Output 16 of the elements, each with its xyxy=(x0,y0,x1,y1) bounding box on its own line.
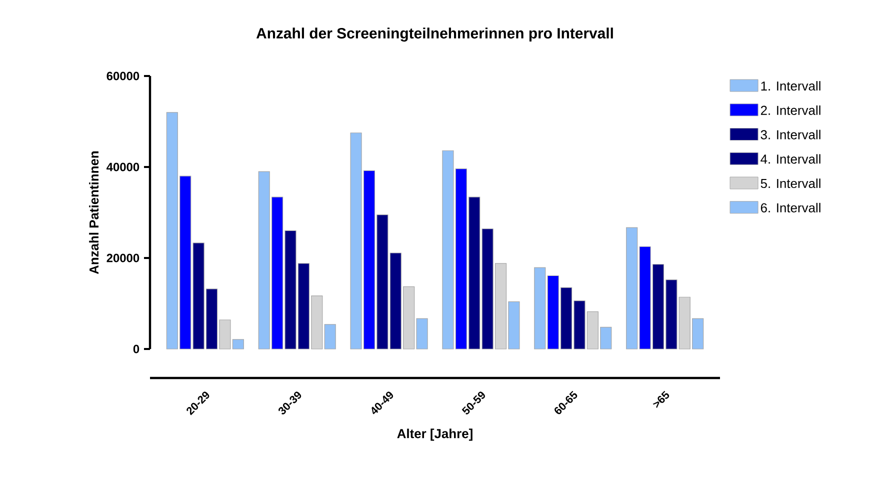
y-tick-label: 40000 xyxy=(106,162,140,172)
legend-label: 6. Intervall xyxy=(760,202,820,212)
bar xyxy=(324,324,336,350)
y-tick-label: 20000 xyxy=(106,254,140,262)
y-tick-label: 0 xyxy=(133,344,140,354)
y-axis-title: Anzahl Patientinnen xyxy=(89,151,99,274)
legend-label: 2. Intervall xyxy=(760,105,820,115)
chart-title: Anzahl der Screeningteilnehmerinnen pro Intervall xyxy=(256,28,613,42)
bar xyxy=(534,267,546,350)
y-tick-label: 60000 xyxy=(106,72,140,80)
legend-label: 3. Intervall xyxy=(760,130,820,140)
legend-label: 4. Intervall xyxy=(760,154,820,164)
x-axis-title: Alter [Jahre] xyxy=(397,428,472,441)
x-tick-label: >65 xyxy=(652,390,670,408)
legend-label: 5. Intervall xyxy=(760,178,820,188)
legend-label: 1. Intervall xyxy=(761,81,820,91)
